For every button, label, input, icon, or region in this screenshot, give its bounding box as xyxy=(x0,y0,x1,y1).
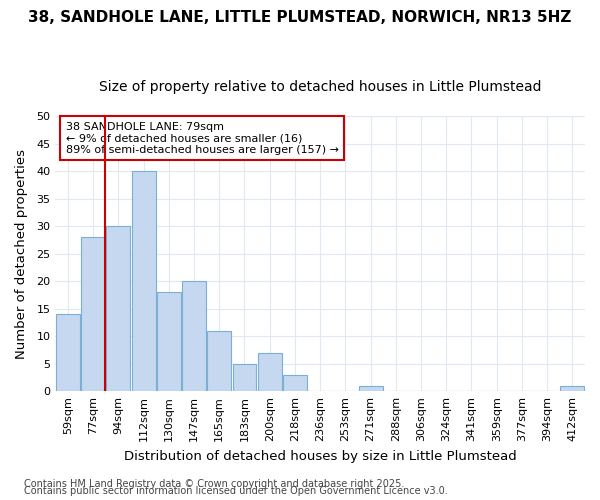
Text: 38 SANDHOLE LANE: 79sqm
← 9% of detached houses are smaller (16)
89% of semi-det: 38 SANDHOLE LANE: 79sqm ← 9% of detached… xyxy=(66,122,339,154)
Bar xyxy=(81,237,105,391)
Bar xyxy=(106,226,130,391)
Text: Contains public sector information licensed under the Open Government Licence v3: Contains public sector information licen… xyxy=(24,486,448,496)
Title: Size of property relative to detached houses in Little Plumstead: Size of property relative to detached ho… xyxy=(99,80,541,94)
Bar xyxy=(56,314,80,391)
Bar xyxy=(560,386,584,391)
Bar xyxy=(359,386,383,391)
Text: Contains HM Land Registry data © Crown copyright and database right 2025.: Contains HM Land Registry data © Crown c… xyxy=(24,479,404,489)
Bar xyxy=(258,352,281,391)
X-axis label: Distribution of detached houses by size in Little Plumstead: Distribution of detached houses by size … xyxy=(124,450,517,462)
Bar xyxy=(131,171,155,391)
Bar xyxy=(283,374,307,391)
Y-axis label: Number of detached properties: Number of detached properties xyxy=(15,148,28,358)
Bar xyxy=(233,364,256,391)
Text: 38, SANDHOLE LANE, LITTLE PLUMSTEAD, NORWICH, NR13 5HZ: 38, SANDHOLE LANE, LITTLE PLUMSTEAD, NOR… xyxy=(28,10,572,25)
Bar xyxy=(207,330,231,391)
Bar xyxy=(157,292,181,391)
Bar xyxy=(182,281,206,391)
